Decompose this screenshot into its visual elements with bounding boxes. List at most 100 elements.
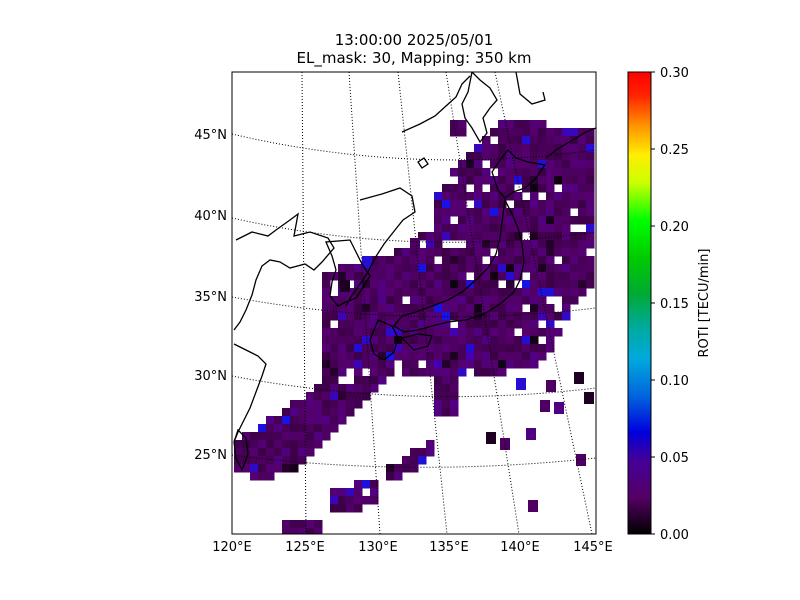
roti-cell — [450, 328, 459, 337]
roti-cell — [362, 256, 372, 268]
roti-cell — [410, 264, 419, 273]
roti-cell — [410, 238, 420, 250]
roti-cell — [546, 184, 555, 193]
roti-cell — [434, 312, 443, 321]
roti-cell — [578, 256, 587, 265]
roti-cell — [458, 208, 467, 217]
coast-china-east — [233, 343, 267, 443]
roti-cell — [506, 136, 515, 145]
roti-cell — [482, 288, 491, 297]
roti-cell — [570, 144, 579, 153]
roti-cell — [274, 416, 283, 425]
roti-cell — [586, 192, 595, 201]
roti-cell — [506, 152, 515, 161]
roti-cell — [274, 424, 283, 433]
roti-cell — [530, 232, 539, 241]
roti-cell — [514, 352, 523, 361]
roti-cell — [258, 456, 267, 465]
roti-cell — [306, 392, 315, 401]
roti-cell — [290, 448, 299, 457]
roti-cell — [458, 344, 467, 353]
colorbar-tick-label: 0.30 — [660, 66, 689, 81]
roti-cell — [426, 352, 435, 361]
roti-cell — [586, 168, 595, 177]
roti-cell — [322, 416, 331, 425]
roti-cell — [506, 160, 515, 169]
roti-cell — [330, 360, 339, 369]
roti-cell — [426, 360, 435, 369]
roti-cell — [290, 528, 299, 534]
lon-tick-label: 140°E — [500, 540, 540, 555]
roti-cell — [458, 296, 467, 305]
roti-cell — [506, 272, 515, 281]
roti-cell — [586, 264, 595, 273]
roti-cell — [378, 344, 387, 353]
roti-cell — [570, 256, 579, 265]
roti-cell — [530, 312, 539, 321]
roti-cell — [486, 432, 496, 444]
roti-cell — [576, 454, 586, 466]
roti-cell — [474, 200, 483, 209]
roti-cell — [346, 304, 355, 313]
roti-cell — [466, 160, 475, 169]
roti-cell — [506, 240, 515, 249]
roti-cell — [530, 296, 539, 305]
roti-cell — [514, 344, 523, 353]
colorbar-ticks — [651, 71, 655, 535]
roti-cell — [540, 400, 550, 412]
roti-cell — [546, 168, 555, 177]
roti-cell — [450, 368, 459, 377]
roti-cell — [498, 248, 507, 257]
roti-cell — [466, 344, 475, 353]
roti-cell — [322, 400, 331, 409]
roti-cell — [530, 360, 539, 369]
roti-cell — [474, 256, 483, 265]
roti-cell — [426, 280, 435, 289]
roti-cell — [266, 416, 275, 425]
roti-cell — [290, 408, 299, 417]
roti-cell — [466, 320, 475, 329]
roti-cell — [370, 496, 379, 505]
roti-cell — [546, 232, 555, 241]
roti-cell — [506, 320, 515, 329]
roti-cell — [330, 352, 339, 361]
roti-cell — [370, 376, 379, 385]
roti-cell — [354, 504, 363, 513]
roti-cell — [354, 288, 363, 297]
roti-cell — [338, 344, 347, 353]
roti-cell — [514, 192, 523, 201]
roti-cell — [370, 320, 379, 329]
roti-cell — [442, 192, 451, 201]
roti-cell — [338, 360, 347, 369]
roti-cell — [394, 464, 403, 473]
roti-cell — [370, 328, 379, 337]
lat-tick-label: 40°N — [194, 209, 227, 224]
roti-cell — [474, 152, 483, 161]
roti-cell — [506, 128, 515, 137]
roti-cell — [322, 344, 331, 353]
roti-cell — [370, 480, 379, 489]
roti-cell — [442, 280, 451, 289]
roti-cell — [282, 408, 291, 417]
roti-cell — [442, 248, 451, 257]
roti-cell — [586, 232, 595, 241]
roti-cell — [450, 128, 459, 137]
roti-cell — [258, 448, 267, 457]
roti-cell — [378, 256, 387, 265]
roti-cell — [450, 400, 459, 409]
roti-cell — [402, 256, 411, 265]
roti-cell — [562, 200, 571, 209]
roti-cell — [394, 472, 403, 481]
roti-cell — [410, 256, 419, 265]
roti-cell — [522, 288, 531, 297]
roti-cell — [282, 440, 291, 449]
roti-cell — [362, 288, 371, 297]
roti-cell — [498, 344, 507, 353]
roti-cell — [562, 232, 571, 241]
roti-cell — [330, 424, 339, 433]
roti-cell — [386, 328, 395, 337]
roti-cell — [458, 272, 467, 281]
roti-cell — [514, 136, 523, 145]
roti-cell — [570, 280, 579, 289]
roti-cell — [538, 280, 547, 289]
